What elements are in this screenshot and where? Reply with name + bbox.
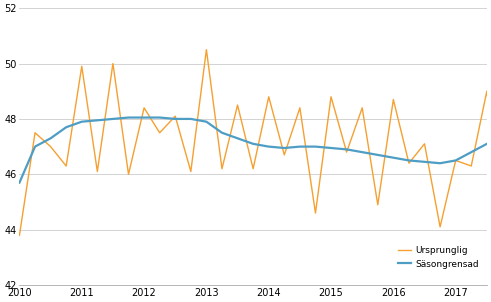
Säsongrensad — [63, 125, 69, 129]
Ursprunglig — [375, 203, 381, 207]
Säsongrensad — [437, 161, 443, 165]
Ursprunglig — [468, 164, 474, 168]
Ursprunglig — [172, 114, 178, 118]
Ursprunglig — [453, 159, 459, 162]
Line: Ursprunglig: Ursprunglig — [20, 50, 491, 235]
Ursprunglig — [281, 153, 287, 157]
Säsongrensad — [406, 159, 412, 162]
Ursprunglig — [157, 131, 163, 135]
Ursprunglig — [422, 142, 428, 146]
Ursprunglig — [219, 167, 225, 171]
Säsongrensad — [32, 145, 38, 148]
Ursprunglig — [344, 150, 350, 154]
Säsongrensad — [203, 120, 209, 124]
Säsongrensad — [375, 153, 381, 157]
Säsongrensad — [48, 137, 54, 140]
Säsongrensad — [188, 117, 194, 121]
Säsongrensad — [390, 156, 396, 159]
Ursprunglig — [48, 145, 54, 148]
Säsongrensad — [219, 131, 225, 135]
Ursprunglig — [266, 95, 272, 98]
Ursprunglig — [126, 172, 132, 176]
Säsongrensad — [250, 142, 256, 146]
Säsongrensad — [157, 116, 163, 119]
Säsongrensad — [297, 145, 303, 148]
Ursprunglig — [235, 103, 241, 107]
Ursprunglig — [312, 211, 318, 215]
Säsongrensad — [484, 142, 490, 146]
Legend: Ursprunglig, Säsongrensad: Ursprunglig, Säsongrensad — [394, 243, 482, 272]
Ursprunglig — [188, 170, 194, 173]
Säsongrensad — [453, 159, 459, 162]
Ursprunglig — [328, 95, 334, 98]
Line: Säsongrensad: Säsongrensad — [20, 102, 491, 183]
Säsongrensad — [17, 181, 23, 185]
Ursprunglig — [390, 98, 396, 101]
Ursprunglig — [484, 89, 490, 93]
Säsongrensad — [126, 116, 132, 119]
Ursprunglig — [110, 62, 116, 65]
Ursprunglig — [94, 170, 100, 173]
Ursprunglig — [17, 233, 23, 237]
Ursprunglig — [79, 65, 85, 68]
Säsongrensad — [359, 150, 365, 154]
Säsongrensad — [328, 146, 334, 150]
Säsongrensad — [266, 145, 272, 148]
Ursprunglig — [250, 167, 256, 171]
Säsongrensad — [281, 146, 287, 150]
Ursprunglig — [203, 48, 209, 52]
Ursprunglig — [437, 225, 443, 229]
Säsongrensad — [94, 118, 100, 122]
Säsongrensad — [110, 117, 116, 121]
Säsongrensad — [468, 150, 474, 154]
Säsongrensad — [422, 160, 428, 164]
Säsongrensad — [312, 145, 318, 148]
Säsongrensad — [344, 148, 350, 151]
Säsongrensad — [172, 117, 178, 121]
Ursprunglig — [63, 164, 69, 168]
Säsongrensad — [141, 116, 147, 119]
Säsongrensad — [79, 120, 85, 124]
Ursprunglig — [297, 106, 303, 110]
Ursprunglig — [359, 106, 365, 110]
Ursprunglig — [406, 161, 412, 165]
Säsongrensad — [235, 137, 241, 140]
Ursprunglig — [32, 131, 38, 135]
Ursprunglig — [141, 106, 147, 110]
